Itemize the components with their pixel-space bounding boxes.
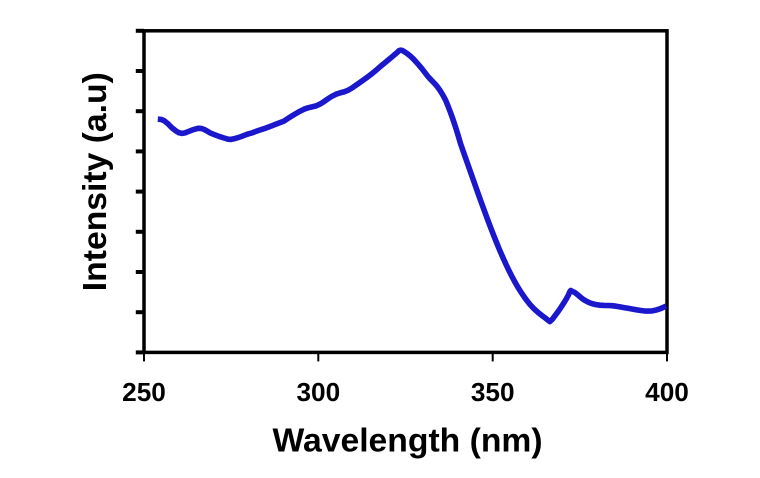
svg-text:350: 350 — [471, 377, 515, 407]
svg-text:300: 300 — [296, 377, 340, 407]
svg-text:Intensity (a.u): Intensity (a.u) — [76, 72, 114, 291]
svg-text:250: 250 — [122, 377, 166, 407]
svg-text:Wavelength (nm): Wavelength (nm) — [272, 421, 542, 459]
svg-text:400: 400 — [645, 377, 689, 407]
